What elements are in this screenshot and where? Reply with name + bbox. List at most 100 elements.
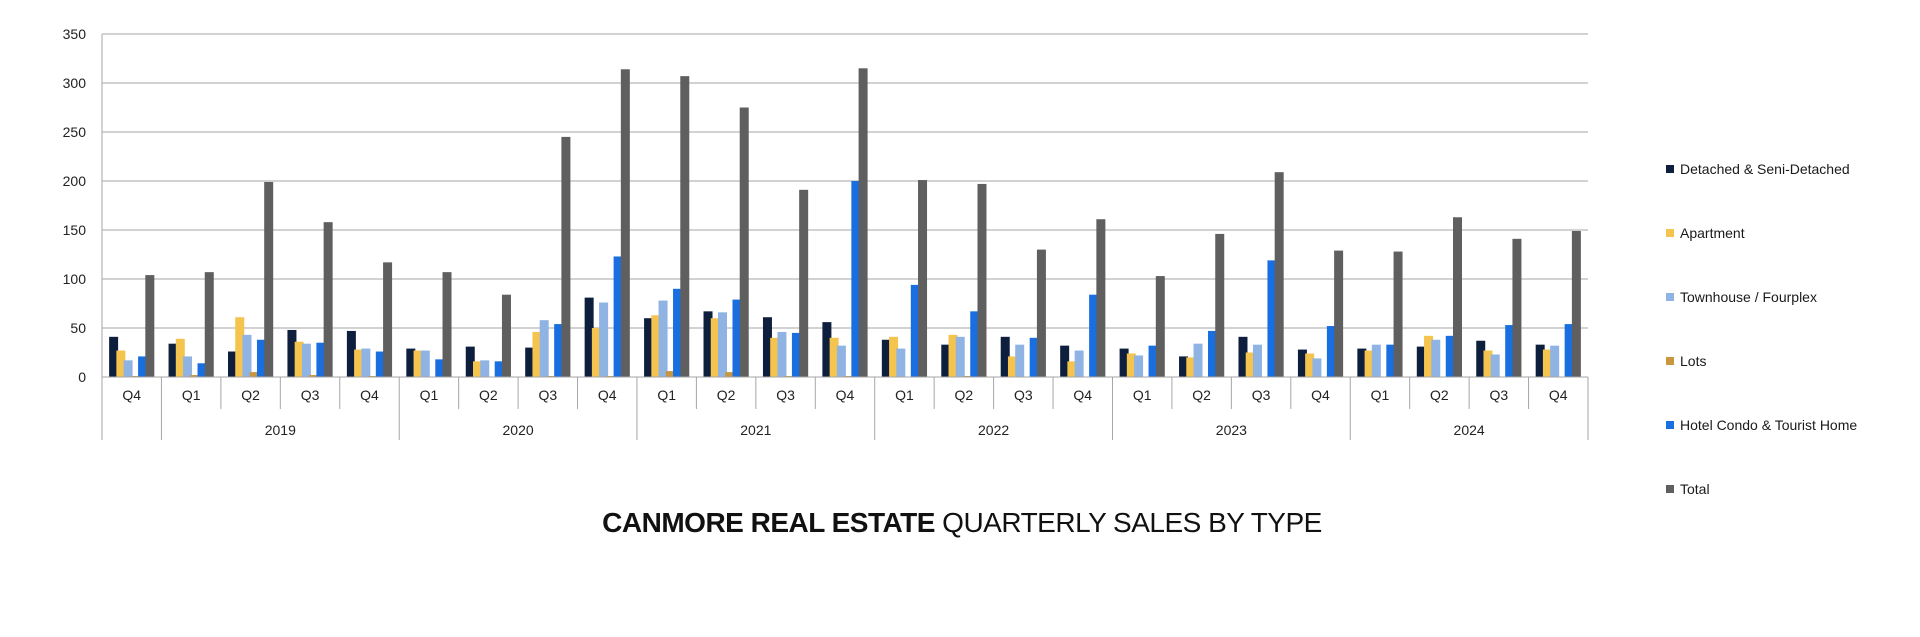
legend-label: Apartment [1680,225,1745,241]
bar [554,324,564,377]
bar [1416,346,1426,377]
bar [1326,326,1336,377]
bar [703,311,713,377]
bar [1334,250,1344,377]
x-tick-label: Q1 [1133,387,1152,403]
bar [109,336,119,377]
bar [138,356,148,377]
bar [1007,356,1017,377]
bar [309,375,319,377]
legend-label: Townhouse / Fourplex [1680,289,1817,305]
legend-swatch [1666,293,1674,301]
bar [525,347,535,377]
bar [710,318,720,377]
bar [777,331,787,377]
bar [613,256,623,377]
bar [762,317,772,377]
bar [620,69,630,377]
bar [539,320,549,377]
x-tick-label: Q1 [182,387,201,403]
y-tick-label: 300 [63,75,87,91]
bar [1512,238,1522,377]
bar [851,181,861,377]
bar [1445,335,1455,377]
x-tick-label: Q2 [241,387,260,403]
bar [599,302,609,377]
bar [465,346,475,377]
legend-swatch [1666,357,1674,365]
bar [1505,325,1515,377]
bar [881,339,891,377]
bar [1483,350,1493,377]
bar [1067,361,1077,377]
x-tick-label: Q1 [1371,387,1390,403]
bar [1238,336,1248,377]
bar [1186,357,1196,377]
x-tick-label: Q3 [1014,387,1033,403]
legend-swatch [1666,229,1674,237]
bar [896,348,906,377]
bar [910,284,920,377]
bar [183,356,193,377]
x-tick-label: Q4 [360,387,379,403]
bar [829,337,839,377]
bar [591,328,601,377]
bar [406,348,416,377]
bar [1029,337,1039,377]
x-tick-label: Q4 [836,387,855,403]
x-tick-label: Q4 [598,387,617,403]
x-tick-label: Q1 [420,387,439,403]
bar [1312,358,1322,377]
bar [673,288,683,377]
bar [651,315,661,377]
bar [1431,339,1441,377]
bar [1571,230,1581,377]
bar [977,183,987,377]
y-tick-label: 50 [70,320,86,336]
x-tick-label: Q2 [1430,387,1449,403]
bars [109,68,1581,378]
y-tick-label: 250 [63,124,87,140]
bar [1148,345,1158,377]
legend-label: Total [1680,481,1710,497]
bar [494,361,504,377]
bar [561,136,571,377]
bar [1305,353,1315,377]
y-tick-label: 350 [63,26,87,42]
bar [948,334,958,377]
x-tick-label: Q3 [538,387,557,403]
bar [1393,251,1403,377]
x-tick-label: Q3 [776,387,795,403]
legend-label: Detached & Seni-Detached [1680,161,1850,177]
bar [1155,276,1165,377]
bar [116,350,126,377]
bar [1252,344,1262,377]
legend-swatch [1666,165,1674,173]
bar [1364,350,1374,377]
bar [665,371,675,377]
x-tick-label: Q4 [1549,387,1568,403]
bar [680,76,690,377]
bar [1490,354,1500,377]
year-label: 2022 [978,422,1009,438]
bar [1074,350,1084,377]
bar [301,343,311,377]
legend-label: Lots [1680,353,1706,369]
legend-label: Hotel Condo & Tourist Home [1680,417,1857,433]
bar [204,272,214,377]
bar [1267,260,1277,377]
bar [1119,348,1129,377]
bar [190,375,200,377]
bar [242,334,252,377]
bar [739,107,749,377]
bar [175,338,185,377]
bar [822,322,832,377]
x-tick-label: Q3 [301,387,320,403]
bar [197,363,207,377]
x-tick-label: Q3 [1489,387,1508,403]
bar [1193,343,1203,377]
bar [264,181,274,377]
bar [442,272,452,377]
gridlines [102,33,1588,378]
